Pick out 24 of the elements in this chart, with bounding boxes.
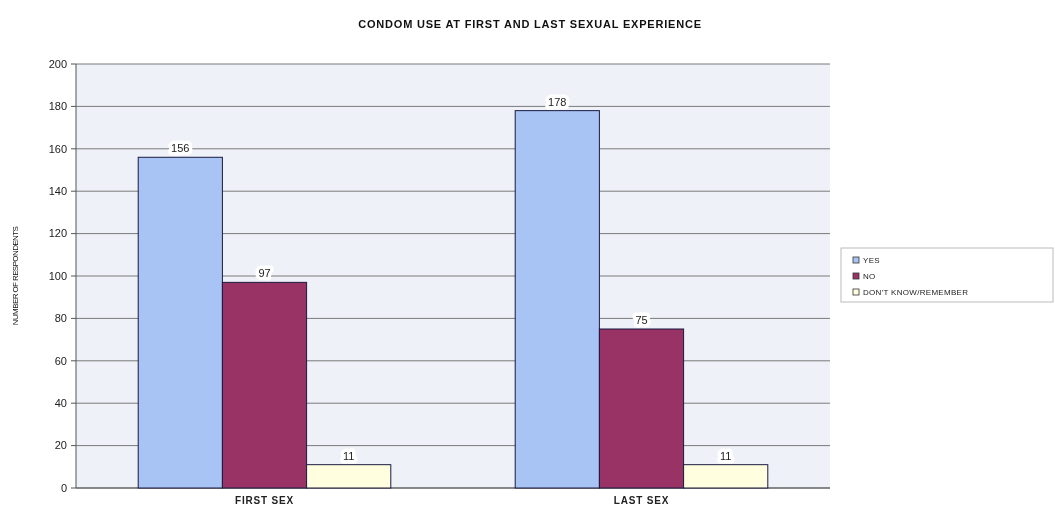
y-tick-label: 80 — [54, 312, 67, 325]
data-label: 178 — [548, 95, 567, 108]
y-axis-title: NUMBER OF RESPONDENTS — [11, 226, 20, 326]
y-tick-label: 100 — [48, 269, 67, 282]
y-tick-label: 40 — [54, 397, 67, 410]
legend-label: NO — [863, 271, 876, 281]
legend-label: DON'T KNOW/REMEMBER — [863, 287, 969, 297]
data-label: 11 — [719, 449, 732, 462]
y-tick-label: 120 — [48, 227, 67, 240]
data-label: 75 — [635, 314, 648, 326]
y-tick-label: 200 — [48, 57, 67, 70]
x-tick-label: LAST SEX — [613, 495, 670, 506]
y-tick-label: 60 — [54, 354, 67, 367]
chart-title: CONDOM USE AT FIRST AND LAST SEXUAL EXPERIENCE — [358, 18, 702, 30]
y-tick-label: 140 — [48, 185, 67, 198]
legend-label: YES — [863, 255, 880, 265]
data-label: 11 — [342, 449, 355, 462]
y-tick-label: 20 — [54, 439, 67, 452]
y-tick-label: 0 — [60, 481, 67, 494]
y-tick-label: 180 — [48, 100, 67, 113]
y-tick-label: 160 — [48, 142, 67, 155]
x-tick-label: FIRST SEX — [235, 495, 294, 506]
data-label: 156 — [171, 142, 190, 155]
data-label: 97 — [258, 267, 271, 280]
